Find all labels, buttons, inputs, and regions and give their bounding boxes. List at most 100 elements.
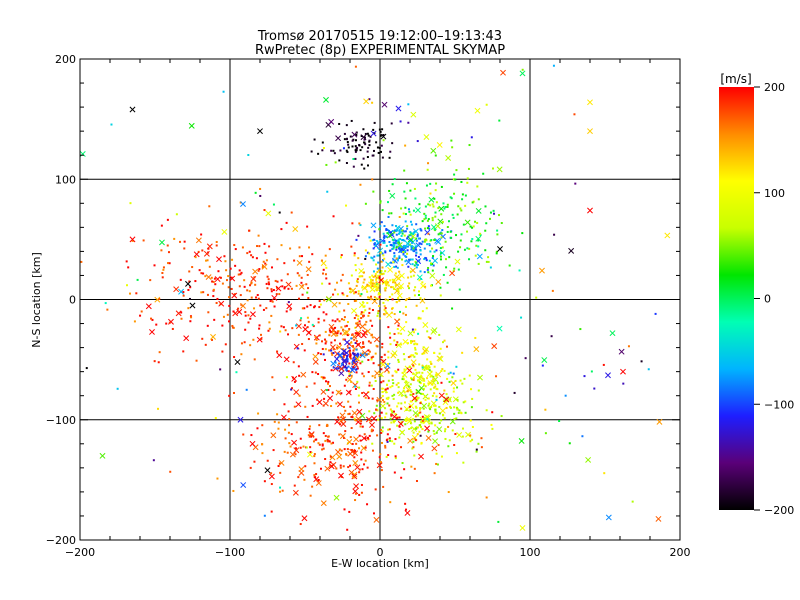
data-point-dot [352, 165, 355, 168]
data-point-dot [259, 194, 262, 197]
data-point-dot [423, 383, 426, 386]
data-point-dot [388, 189, 391, 192]
data-point-cross [359, 352, 366, 359]
data-point-dot [356, 380, 359, 383]
data-point-dot [270, 314, 273, 317]
data-point-dot [231, 326, 234, 329]
data-point-dot [346, 356, 349, 359]
data-point-dot [353, 456, 356, 459]
data-point-dot [201, 249, 204, 252]
data-point-dot [366, 290, 369, 293]
data-point-dot [367, 314, 370, 317]
data-point-dot [477, 245, 480, 248]
data-point-dot [431, 269, 434, 272]
data-point-cross [620, 368, 626, 375]
data-point-dot [413, 467, 416, 470]
data-point-dot [370, 428, 373, 431]
data-point-dot [424, 205, 427, 208]
data-point-dot [397, 391, 400, 394]
data-point-dot [457, 411, 460, 414]
data-point-dot [370, 356, 373, 359]
data-point-dot [378, 296, 381, 299]
data-point-dot [340, 279, 343, 282]
data-point-dot [326, 440, 329, 443]
data-point-dot [466, 247, 469, 250]
data-point-cross [414, 207, 421, 214]
data-point-dot [413, 187, 416, 190]
data-point-dot [391, 238, 394, 241]
data-point-dot [449, 406, 452, 409]
data-point-dot [433, 392, 436, 395]
data-point-dot [418, 412, 421, 415]
data-point-dot [153, 360, 156, 363]
data-point-dot [391, 278, 394, 281]
data-point-dot [524, 357, 527, 360]
data-point-dot [332, 352, 335, 355]
data-point-dot [314, 476, 317, 479]
data-point-dot [337, 416, 340, 419]
data-point-dot [371, 154, 374, 157]
data-point-dot [361, 346, 364, 349]
data-point-cross [295, 323, 302, 330]
data-point-dot [368, 296, 371, 299]
data-point-dot [187, 288, 190, 291]
data-point-dot [378, 275, 381, 278]
data-point-dot [391, 224, 394, 227]
data-point-dot [354, 139, 357, 142]
data-point-dot [491, 411, 494, 414]
data-point-cross [428, 196, 435, 203]
data-point-dot [355, 314, 358, 317]
data-point-dot [365, 353, 368, 356]
data-point-dot [583, 375, 586, 378]
data-point-dot [378, 456, 381, 459]
data-point-dot [168, 321, 171, 324]
data-point-dot [400, 332, 403, 335]
data-point-dot [381, 346, 384, 349]
data-point-dot [428, 407, 431, 410]
data-point-cross [341, 329, 348, 336]
data-point-dot [359, 422, 362, 425]
data-point-cross [252, 268, 259, 275]
data-point-dot [424, 285, 427, 288]
data-point-dot [135, 292, 138, 295]
data-point-dot [131, 239, 134, 242]
data-point-dot [388, 156, 391, 159]
data-point-dot [471, 237, 474, 240]
data-point-dot [451, 429, 454, 432]
data-point-dot [408, 287, 411, 290]
data-point-dot [321, 340, 324, 343]
data-point-dot [419, 317, 422, 320]
data-point-dot [354, 332, 357, 335]
data-point-dot [377, 261, 380, 264]
data-point-dot [283, 403, 286, 406]
data-point-cross [323, 96, 329, 103]
data-point-dot [477, 389, 480, 392]
data-point-dot [106, 308, 109, 311]
data-point-dot [383, 287, 386, 290]
data-point-dot [294, 453, 297, 456]
data-point-dot [452, 269, 455, 272]
data-point-dot [474, 254, 477, 257]
data-point-dot [233, 244, 236, 247]
data-point-cross [352, 450, 359, 457]
data-point-dot [338, 362, 341, 365]
data-point-dot [421, 377, 424, 380]
data-point-dot [328, 440, 331, 443]
data-point-cross [301, 515, 308, 522]
data-point-dot [243, 341, 246, 344]
data-point-dot [404, 220, 407, 223]
data-point-dot [246, 289, 249, 292]
data-point-dot [469, 419, 472, 422]
data-point-dot [330, 405, 333, 408]
data-point-dot [453, 192, 456, 195]
data-point-cross [257, 128, 263, 135]
data-point-dot [385, 284, 388, 287]
data-point-dot [332, 366, 335, 369]
data-point-dot [460, 180, 463, 183]
data-point-dot [375, 278, 378, 281]
data-point-dot [430, 370, 433, 373]
data-point-dot [280, 228, 283, 231]
data-point-dot [400, 407, 403, 410]
data-point-dot [291, 327, 294, 330]
data-point-dot [356, 278, 359, 281]
